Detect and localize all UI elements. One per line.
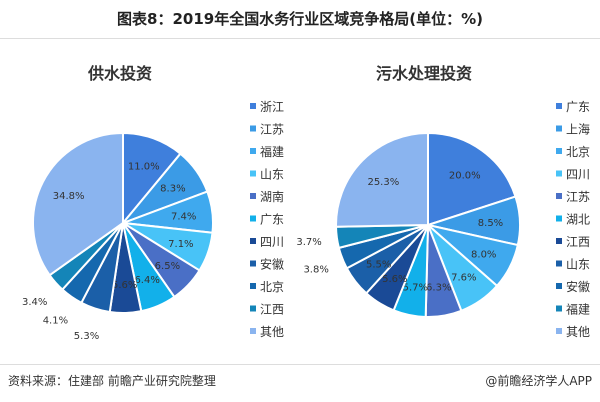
legend-swatch bbox=[556, 305, 562, 312]
data-label: 34.8% bbox=[53, 191, 85, 202]
legend-swatch bbox=[556, 170, 562, 177]
data-label: 5.7% bbox=[403, 282, 428, 293]
legend-swatch bbox=[556, 103, 562, 109]
data-label: 6.5% bbox=[155, 261, 180, 272]
divider bbox=[0, 364, 600, 365]
legend-swatch bbox=[250, 238, 256, 244]
legend-swatch bbox=[556, 125, 562, 132]
data-label: 25.3% bbox=[367, 177, 399, 188]
pie-1: 20.0% 8.5% 8.0% 7.6%6.3%5.7%5.6% 5.5% 3.8% 3.7… bbox=[296, 131, 521, 318]
legend-swatch bbox=[250, 260, 256, 267]
legend-item: 上海 bbox=[566, 122, 590, 137]
legend-swatch bbox=[250, 283, 256, 289]
legend-item: 山东 bbox=[260, 168, 284, 182]
legend-swatch bbox=[250, 193, 256, 199]
legend-item: 广东 bbox=[260, 213, 284, 227]
pie-slice-其他 bbox=[335, 131, 429, 228]
data-label: 5.5% bbox=[366, 259, 391, 270]
legend-item: 湖北 bbox=[566, 212, 590, 227]
legend-item: 北京 bbox=[260, 280, 284, 294]
legend-swatch bbox=[556, 283, 562, 289]
data-label: 6.4% bbox=[134, 275, 159, 286]
legend-item: 四川 bbox=[566, 168, 590, 182]
legend-item: 江苏 bbox=[260, 123, 284, 137]
legend-item: 其他 bbox=[260, 325, 284, 339]
data-label: 5.3% bbox=[74, 331, 99, 342]
legend-swatch bbox=[250, 215, 256, 222]
data-label: 3.7% bbox=[296, 237, 321, 248]
legend-item: 福建 bbox=[260, 144, 284, 159]
legend-swatch bbox=[556, 328, 562, 334]
legend-item: 江西 bbox=[566, 235, 590, 249]
pie-title-water-supply: 供水投资 bbox=[88, 64, 153, 83]
data-label: 7.4% bbox=[171, 211, 196, 222]
legend-item: 湖南 bbox=[260, 189, 284, 204]
legend-item: 广东 bbox=[566, 100, 590, 114]
legend-item: 江西 bbox=[260, 303, 284, 317]
data-label: 7.1% bbox=[168, 239, 193, 250]
source-note: 资料来源：住建部 前瞻产业研究院整理 bbox=[8, 374, 216, 388]
legend-swatch bbox=[250, 170, 256, 177]
pie-slice-其他 bbox=[32, 131, 124, 277]
legend-swatch bbox=[556, 238, 562, 244]
data-label: 8.5% bbox=[478, 218, 503, 229]
legend-item: 其他 bbox=[566, 325, 590, 339]
data-label: 20.0% bbox=[449, 170, 481, 181]
pie-0: 11.0% 8.3% 7.4% 7.1% 6.5% 6.4%5.6% 5.3% 4.1% 3.4… bbox=[22, 131, 214, 342]
legend-swatch bbox=[250, 328, 256, 334]
data-label: 8.3% bbox=[160, 184, 185, 195]
legend-item: 四川 bbox=[260, 235, 284, 249]
legend-item: 山东 bbox=[566, 258, 590, 272]
legend-swatch bbox=[250, 305, 256, 312]
data-label: 4.1% bbox=[43, 316, 68, 327]
pie-title-sewage: 污水处理投资 bbox=[376, 64, 473, 83]
brand-note: @前瞻经济学人APP bbox=[485, 374, 592, 388]
legend-item: 安徽 bbox=[260, 257, 284, 272]
legend-item: 浙江 bbox=[260, 100, 284, 114]
data-label: 5.6% bbox=[112, 280, 137, 291]
legend-swatch bbox=[556, 193, 562, 199]
data-label: 7.6% bbox=[451, 272, 476, 283]
legend-item: 安徽 bbox=[566, 279, 590, 294]
data-label: 6.3% bbox=[426, 283, 451, 294]
legend-item: 江苏 bbox=[566, 190, 590, 204]
legend-item: 福建 bbox=[566, 302, 590, 317]
data-label: 5.6% bbox=[382, 274, 407, 285]
data-label: 3.4% bbox=[22, 297, 47, 308]
legend-swatch bbox=[250, 148, 256, 154]
legend-item: 北京 bbox=[566, 145, 590, 159]
divider bbox=[0, 38, 600, 39]
legend-swatch bbox=[250, 125, 256, 132]
legend-swatch bbox=[250, 103, 256, 109]
legend-swatch bbox=[556, 215, 562, 222]
data-label: 8.0% bbox=[471, 249, 496, 260]
figure-title: 图表8：2019年全国水务行业区域竞争格局(单位：%) bbox=[117, 10, 483, 28]
legend-swatch bbox=[556, 260, 562, 267]
data-label: 3.8% bbox=[303, 264, 328, 275]
legend-swatch bbox=[556, 148, 562, 154]
pie-slice-广东 bbox=[427, 131, 517, 227]
data-label: 11.0% bbox=[128, 161, 160, 172]
